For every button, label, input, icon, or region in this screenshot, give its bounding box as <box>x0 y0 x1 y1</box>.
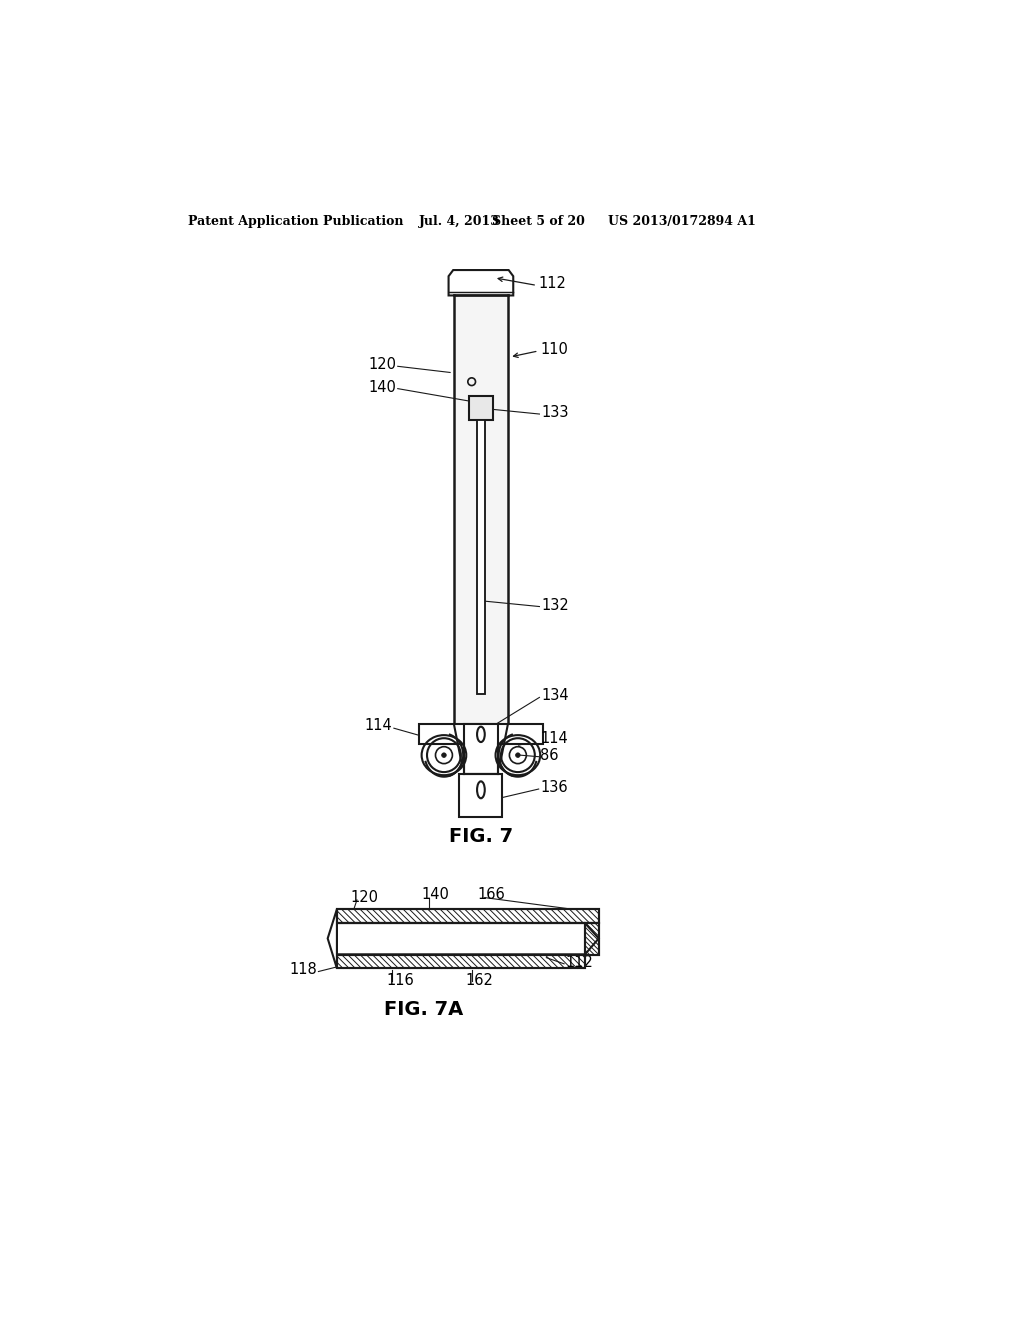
Polygon shape <box>328 909 337 969</box>
Text: Patent Application Publication: Patent Application Publication <box>188 215 403 228</box>
Text: 112: 112 <box>539 276 566 292</box>
Bar <box>419 725 543 743</box>
Text: 120: 120 <box>351 890 379 906</box>
Text: 140: 140 <box>369 380 396 396</box>
Polygon shape <box>337 923 599 954</box>
Text: 162: 162 <box>466 973 494 989</box>
Text: US 2013/0172894 A1: US 2013/0172894 A1 <box>608 215 756 228</box>
Text: 116: 116 <box>386 973 414 989</box>
Text: 133: 133 <box>541 405 568 420</box>
Text: 110: 110 <box>541 342 568 356</box>
Circle shape <box>515 752 520 758</box>
Text: 140: 140 <box>422 887 450 902</box>
Text: 132: 132 <box>541 598 568 612</box>
Text: 86: 86 <box>541 747 559 763</box>
Text: 118: 118 <box>289 962 316 978</box>
Bar <box>464 725 498 775</box>
Text: Sheet 5 of 20: Sheet 5 of 20 <box>493 215 586 228</box>
Text: FIG. 7A: FIG. 7A <box>384 999 463 1019</box>
Text: 114: 114 <box>541 731 568 747</box>
Ellipse shape <box>477 726 484 742</box>
Polygon shape <box>585 923 599 954</box>
Bar <box>469 396 494 420</box>
Ellipse shape <box>477 781 484 799</box>
Text: 136: 136 <box>541 780 568 795</box>
Text: FIG. 7: FIG. 7 <box>449 826 513 846</box>
Text: Jul. 4, 2013: Jul. 4, 2013 <box>419 215 500 228</box>
Text: 112: 112 <box>565 954 594 970</box>
Text: 120: 120 <box>369 358 396 372</box>
Bar <box>454 296 508 725</box>
Polygon shape <box>449 271 513 296</box>
Text: 134: 134 <box>541 688 568 704</box>
Text: 166: 166 <box>477 887 505 902</box>
Polygon shape <box>337 909 599 923</box>
Text: 114: 114 <box>365 718 392 734</box>
Bar <box>477 420 484 693</box>
Bar <box>460 775 503 817</box>
Circle shape <box>441 752 446 758</box>
Polygon shape <box>337 954 585 969</box>
